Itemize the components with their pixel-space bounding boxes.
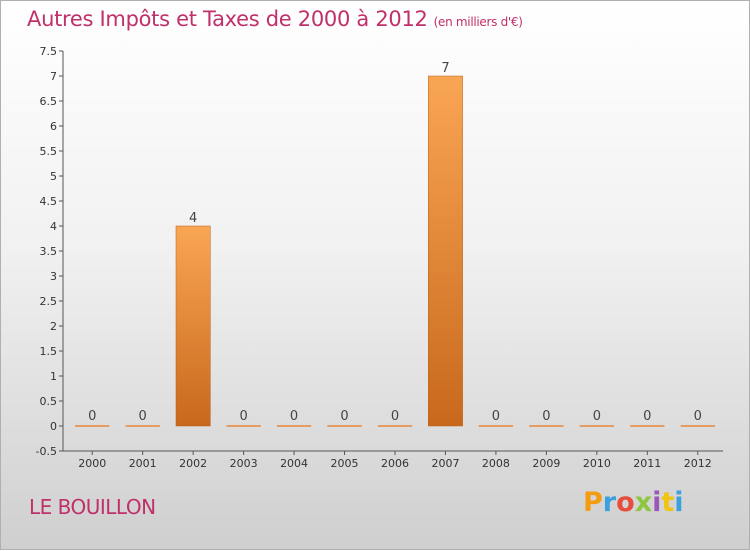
x-tick-label: 2006 <box>381 457 409 470</box>
data-label: 0 <box>542 409 550 424</box>
data-label: 0 <box>643 409 651 424</box>
data-label: 0 <box>340 409 348 424</box>
y-tick-label: 0 <box>50 420 57 433</box>
x-tick-label: 2009 <box>532 457 560 470</box>
y-tick-label: 7 <box>50 70 57 83</box>
y-tick-label: 1.5 <box>40 345 58 358</box>
chart-unit: (en milliers d'€) <box>433 15 523 29</box>
y-tick-label: 1 <box>50 370 57 383</box>
data-label: 0 <box>492 409 500 424</box>
data-label: 0 <box>139 409 147 424</box>
y-tick-label: 2 <box>50 320 57 333</box>
y-tick-label: 3 <box>50 270 57 283</box>
x-tick-label: 2003 <box>230 457 258 470</box>
data-label: 0 <box>290 409 298 424</box>
bar <box>175 225 211 427</box>
x-tick-label: 2010 <box>583 457 611 470</box>
y-tick-label: 6 <box>50 120 57 133</box>
y-tick-label: -0.5 <box>36 445 57 458</box>
data-label: 0 <box>391 409 399 424</box>
y-tick-label: 7.5 <box>40 45 58 58</box>
logo-letter: i <box>652 487 662 518</box>
data-label: 0 <box>88 409 96 424</box>
y-tick-label: 6.5 <box>40 95 58 108</box>
logo-letter: i <box>674 487 684 518</box>
x-tick-label: 2002 <box>179 457 207 470</box>
x-tick-label: 2001 <box>129 457 157 470</box>
logo-letter: x <box>634 487 653 518</box>
data-label: 0 <box>239 409 247 424</box>
x-tick-label: 2012 <box>684 457 712 470</box>
logo-letter: P <box>583 487 603 518</box>
x-tick-label: 2004 <box>280 457 308 470</box>
logo-letter: r <box>602 487 617 518</box>
data-label: 0 <box>593 409 601 424</box>
x-tick-label: 2007 <box>431 457 459 470</box>
bar <box>428 75 463 427</box>
logo-letter: t <box>661 487 675 518</box>
y-tick-label: 5 <box>50 170 57 183</box>
proxiti-logo: Proxiti <box>583 487 684 518</box>
data-label: 0 <box>694 409 702 424</box>
chart-title-text: Autres Impôts et Taxes de 2000 à 2012 <box>27 7 428 31</box>
x-tick-label: 2005 <box>331 457 359 470</box>
x-tick-label: 2011 <box>633 457 661 470</box>
y-tick-label: 2.5 <box>40 295 58 308</box>
y-tick-label: 4 <box>50 220 57 233</box>
y-tick-label: 4.5 <box>40 195 58 208</box>
logo-letter: o <box>616 487 635 518</box>
x-tick-label: 2008 <box>482 457 510 470</box>
x-tick-label: 2000 <box>78 457 106 470</box>
y-tick-label: 0.5 <box>40 395 58 408</box>
data-label: 7 <box>441 61 449 76</box>
y-tick-label: 5.5 <box>40 145 58 158</box>
y-tick-label: 3.5 <box>40 245 58 258</box>
data-label: 4 <box>189 211 197 226</box>
chart-title: Autres Impôts et Taxes de 2000 à 2012 (en… <box>27 7 523 31</box>
commune-name: LE BOUILLON <box>29 495 156 519</box>
